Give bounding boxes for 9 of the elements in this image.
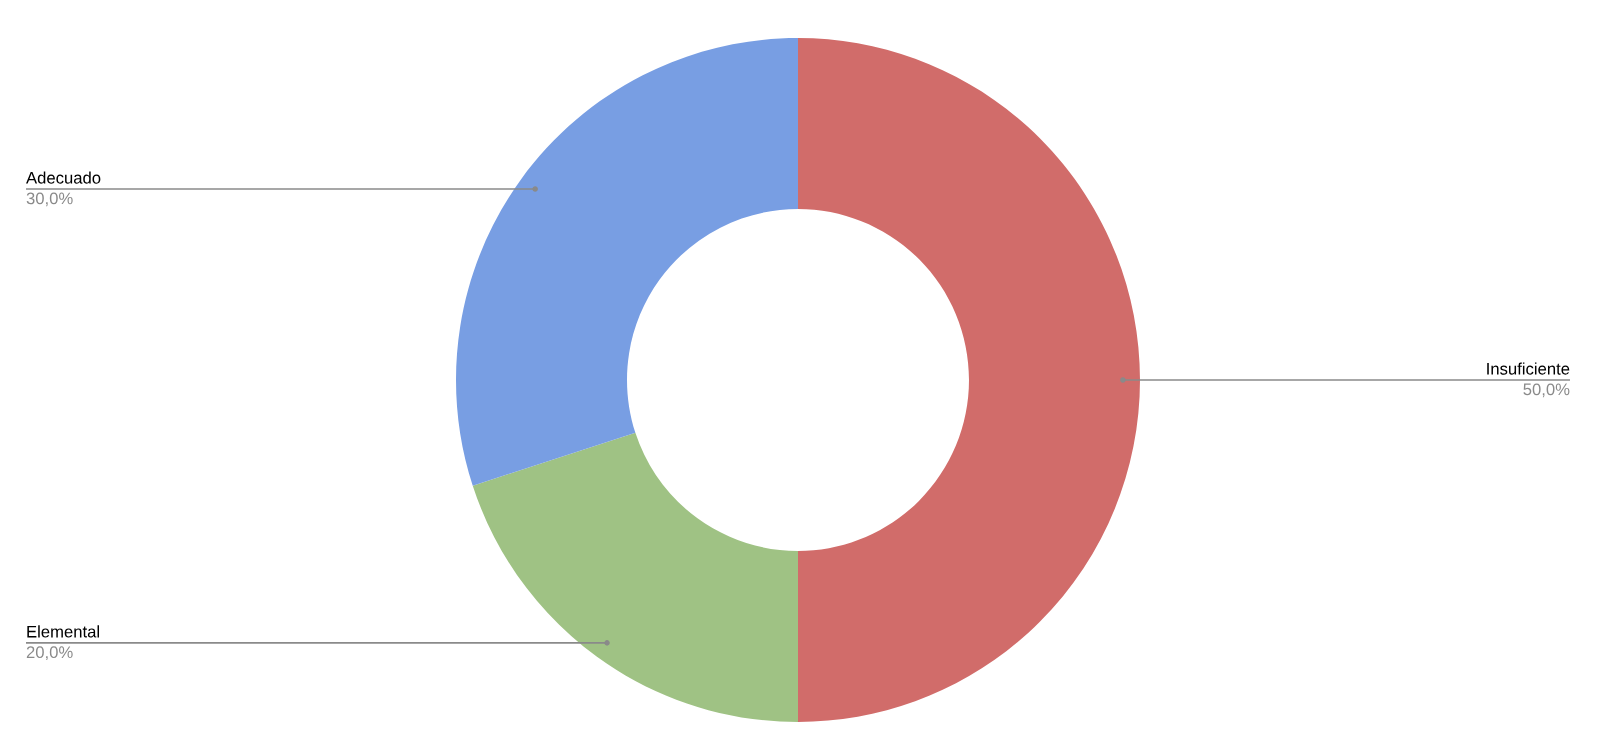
- data-label: 50,0%: [1523, 383, 1570, 398]
- slice-label: Elemental: [27, 625, 99, 638]
- data-label: 30,0%: [26, 192, 73, 207]
- donut-slice: [456, 38, 798, 486]
- donut-slice: [798, 38, 1140, 722]
- slice-label: Insuficiente: [1487, 362, 1570, 375]
- data-label: 20,0%: [26, 646, 73, 661]
- donut-slice: [472, 432, 798, 722]
- slice-label: Adecuado: [26, 171, 101, 184]
